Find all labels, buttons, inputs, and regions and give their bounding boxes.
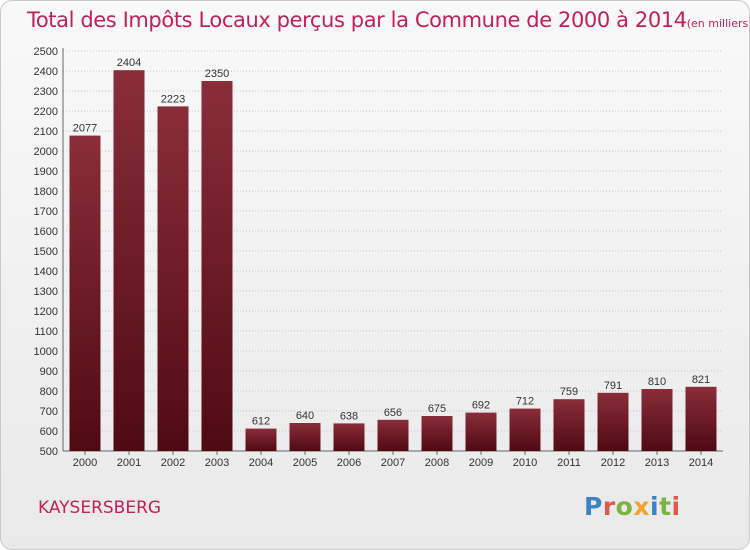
- y-tick-label: 2000: [34, 146, 58, 158]
- x-tick-label: 2001: [117, 457, 141, 469]
- y-tick-label: 1300: [34, 286, 58, 298]
- value-label: 612: [252, 416, 270, 428]
- bar: [509, 408, 541, 451]
- x-tick-label: 2004: [249, 457, 273, 469]
- y-tick-label: 600: [40, 426, 58, 438]
- y-tick-label: 1800: [34, 186, 58, 198]
- x-tick-label: 2012: [601, 457, 625, 469]
- y-tick-label: 500: [40, 446, 58, 458]
- x-tick-label: 2013: [645, 457, 669, 469]
- y-tick-label: 1500: [34, 246, 58, 258]
- y-tick-label: 900: [40, 366, 58, 378]
- x-tick-label: 2006: [337, 457, 361, 469]
- value-label: 810: [648, 376, 666, 388]
- bar: [157, 106, 189, 452]
- y-tick-label: 1400: [34, 266, 58, 278]
- commune-name: KAYSERSBERG: [38, 498, 162, 518]
- y-tick-label: 2200: [34, 106, 58, 118]
- y-tick-label: 1900: [34, 166, 58, 178]
- y-tick-label: 1700: [34, 206, 58, 218]
- y-tick-label: 2100: [34, 126, 58, 138]
- bar: [69, 135, 101, 451]
- value-label: 638: [340, 410, 358, 422]
- y-tick-label: 2400: [34, 66, 58, 78]
- y-tick-label: 1200: [34, 306, 58, 318]
- bar: [465, 412, 497, 451]
- value-label: 712: [516, 396, 534, 408]
- bar: [113, 70, 145, 451]
- bar: [377, 419, 409, 451]
- value-label: 640: [296, 410, 314, 422]
- proxiti-logo: Proxiti: [584, 492, 681, 521]
- y-tick-label: 800: [40, 386, 58, 398]
- y-tick-label: 1100: [34, 326, 58, 338]
- x-tick-label: 2011: [557, 457, 581, 469]
- value-label: 656: [384, 407, 402, 419]
- value-label: 2223: [161, 93, 185, 105]
- y-tick-label: 1600: [34, 226, 58, 238]
- y-tick-label: 2300: [34, 86, 58, 98]
- value-label: 2077: [73, 123, 97, 135]
- bar: [289, 423, 321, 451]
- value-label: 759: [560, 386, 578, 398]
- bar: [245, 428, 277, 451]
- y-tick-label: 2500: [34, 46, 58, 58]
- value-label: 2404: [117, 57, 141, 69]
- bar: [553, 399, 585, 451]
- x-tick-label: 2007: [381, 457, 405, 469]
- x-tick-label: 2010: [513, 457, 537, 469]
- bar: [201, 81, 233, 451]
- bar: [333, 423, 365, 451]
- bar: [597, 392, 629, 451]
- unit-note: (en milliers d'€): [686, 17, 749, 30]
- value-label: 791: [604, 380, 622, 392]
- value-label: 2350: [205, 68, 229, 80]
- bar: [641, 389, 673, 451]
- x-tick-label: 2003: [205, 457, 229, 469]
- bar: [421, 416, 453, 451]
- y-tick-label: 1000: [34, 346, 58, 358]
- x-tick-label: 2009: [469, 457, 493, 469]
- value-label: 675: [428, 403, 446, 415]
- x-tick-label: 2000: [73, 457, 97, 469]
- value-label: 692: [472, 400, 490, 412]
- bar: [685, 386, 717, 451]
- y-tick-label: 700: [40, 406, 58, 418]
- x-tick-label: 2008: [425, 457, 449, 469]
- x-tick-label: 2002: [161, 457, 185, 469]
- chart-title: Total des Impôts Locaux perçus par la Co…: [27, 8, 749, 32]
- x-tick-label: 2014: [689, 457, 713, 469]
- value-label: 821: [692, 374, 710, 386]
- x-tick-label: 2005: [293, 457, 317, 469]
